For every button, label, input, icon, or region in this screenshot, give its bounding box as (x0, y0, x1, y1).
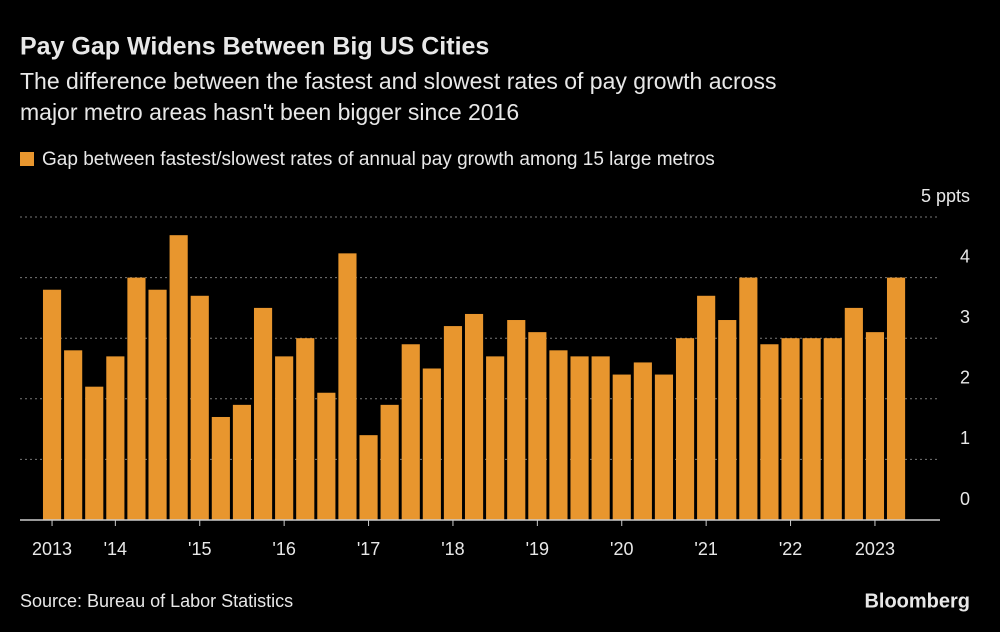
bar (42, 289, 62, 520)
x-tick-label: '15 (188, 539, 211, 559)
bar (232, 404, 252, 520)
x-tick-label: '19 (526, 539, 549, 559)
bar (802, 338, 821, 520)
bar (781, 338, 800, 520)
x-tick-label: '14 (104, 539, 127, 559)
bar (464, 313, 484, 520)
x-tick-label: '22 (779, 539, 802, 559)
x-tick-label: '16 (272, 539, 295, 559)
y-tick-label: 0 (960, 489, 970, 509)
source: Source: Bureau of Labor Statistics (20, 591, 293, 611)
bar (317, 392, 336, 520)
bar (591, 356, 610, 520)
bar (486, 356, 505, 520)
bar (760, 344, 779, 520)
brand: Bloomberg (864, 590, 970, 612)
bar (507, 320, 526, 520)
bar (844, 307, 863, 520)
bar (718, 320, 737, 520)
bar (739, 277, 758, 520)
bar (886, 277, 906, 520)
bar (253, 307, 273, 520)
bar (865, 332, 885, 520)
bar (106, 356, 125, 520)
y-tick-label: 3 (960, 307, 970, 327)
x-tick-label: '17 (357, 539, 380, 559)
bar (296, 338, 315, 520)
bar (211, 416, 230, 520)
bar (338, 253, 357, 521)
chart-title: Pay Gap Widens Between Big US Cities (20, 33, 489, 61)
x-tick-label: 2013 (32, 539, 72, 559)
bar (380, 404, 399, 520)
legend-swatch (20, 152, 34, 166)
x-tick-label: '21 (694, 539, 717, 559)
bar (549, 350, 568, 520)
y-tick-label: 4 (960, 246, 970, 266)
bar (528, 332, 547, 520)
y-tick-label: 2 (960, 368, 970, 388)
bar (697, 295, 716, 520)
bar (148, 289, 167, 520)
bar (654, 374, 674, 520)
bar (359, 435, 378, 520)
bar (127, 277, 146, 520)
bar (275, 356, 294, 520)
bar (633, 362, 652, 520)
chart-subtitle: major metro areas hasn't been bigger sin… (20, 99, 519, 125)
bar (675, 338, 695, 520)
x-tick-label: 2023 (855, 539, 895, 559)
bar (85, 386, 104, 520)
bar (612, 374, 631, 520)
x-tick-label: '18 (441, 539, 464, 559)
bar (422, 368, 441, 520)
legend-label: Gap between fastest/slowest rates of ann… (42, 149, 715, 170)
bar (823, 338, 842, 520)
bar (169, 235, 188, 520)
bar (443, 326, 463, 520)
x-tick-label: '20 (610, 539, 633, 559)
y-tick-label: 5 ppts (921, 186, 970, 206)
bar (64, 350, 83, 520)
y-tick-label: 1 (960, 428, 970, 448)
bar (401, 344, 420, 520)
bar (190, 295, 209, 520)
chart-subtitle: The difference between the fastest and s… (20, 68, 776, 94)
bar (570, 356, 589, 520)
